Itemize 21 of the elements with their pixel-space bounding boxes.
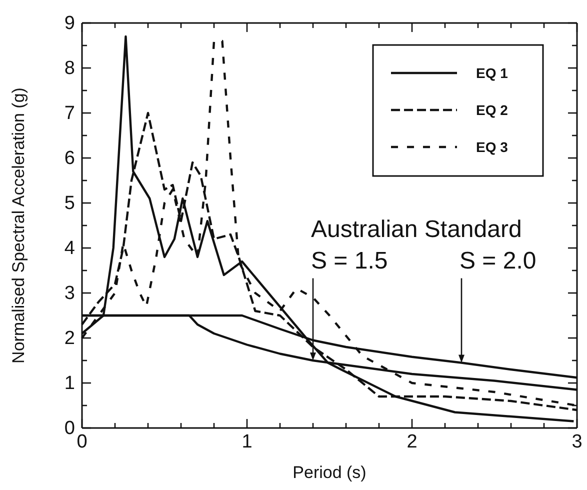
y-axis-title: Normalised Spectral Acceleration (g) (9, 88, 28, 364)
y-tick-label: 0 (64, 418, 75, 440)
y-tick-label: 9 (64, 13, 75, 34)
annotation: S = 1.5 (311, 247, 388, 274)
legend-label: EQ 2 (476, 102, 508, 118)
y-tick-label: 6 (64, 148, 75, 170)
legend-label: EQ 3 (476, 139, 508, 155)
x-tick-label: 3 (572, 431, 582, 452)
y-tick-label: 7 (64, 103, 75, 124)
y-tick-label: 5 (64, 193, 75, 214)
legend-label: EQ 1 (476, 65, 508, 81)
y-tick-label: 8 (64, 58, 75, 80)
y-tick-label: 4 (64, 238, 76, 260)
annotation: Australian Standard (311, 216, 522, 243)
annotation: S = 2.0 (460, 247, 536, 274)
x-tick-label: 2 (406, 431, 418, 452)
x-axis-title: Period (s) (292, 463, 366, 482)
y-tick-label: 3 (64, 283, 75, 304)
x-tick-label: 1 (242, 431, 252, 452)
y-tick-label: 1 (64, 373, 75, 394)
y-tick-label: 2 (64, 328, 75, 350)
